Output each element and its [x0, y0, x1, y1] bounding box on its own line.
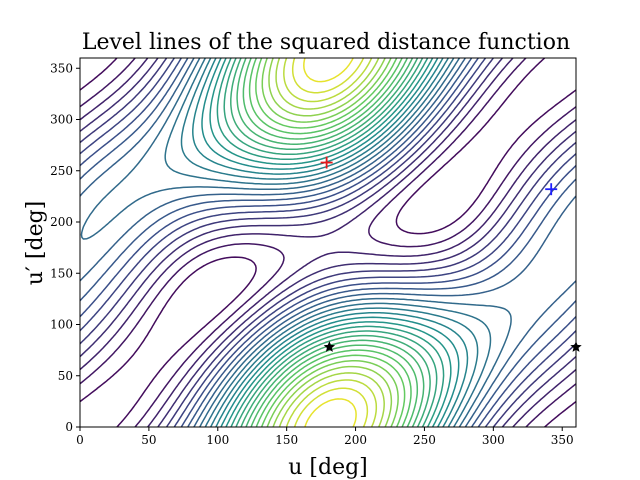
contour-level-line	[248, 58, 412, 427]
contour-level-line	[80, 58, 576, 427]
y-tick-label: 250	[50, 164, 73, 178]
critical-point-markers	[320, 156, 582, 352]
x-tick-label: 150	[275, 433, 298, 447]
contour-level-line	[80, 58, 576, 427]
minimum-plus-marker	[545, 183, 558, 196]
contour-level-line	[230, 58, 431, 427]
y-tick-label: 200	[50, 215, 73, 229]
contour-lines	[80, 58, 576, 427]
contour-level-line	[236, 58, 425, 427]
y-tick-label: 150	[50, 266, 73, 280]
contour-level-line	[164, 58, 492, 427]
x-tick-label: 0	[76, 433, 84, 447]
x-tick-label: 350	[551, 433, 574, 447]
contour-level-line	[242, 58, 419, 427]
y-tick-label: 350	[50, 61, 73, 75]
contour-level-line	[291, 58, 369, 427]
x-tick-label: 50	[141, 433, 156, 447]
contour-level-line	[275, 58, 385, 427]
contour-level-line	[192, 58, 469, 427]
contour-level-line	[180, 58, 479, 427]
contour-level-line	[255, 58, 406, 427]
x-axis-label: u [deg]	[288, 455, 368, 480]
y-axis-label: u′ [deg]	[23, 201, 48, 286]
contour-level-line	[261, 58, 399, 427]
contour-level-line	[223, 58, 438, 427]
contour-level-line	[303, 58, 357, 427]
y-tick-label: 0	[65, 420, 73, 434]
saddle-star-marker	[323, 341, 336, 352]
contour-level-line	[80, 58, 512, 427]
y-axis: 0 50 100 150 200 250 300 350	[50, 61, 80, 434]
contour-level-line	[80, 58, 576, 427]
maximum-plus-marker	[320, 156, 333, 169]
contour-level-line	[80, 58, 576, 427]
chart-title: Level lines of the squared distance func…	[82, 30, 570, 55]
y-tick-label: 50	[58, 369, 73, 383]
x-tick-label: 100	[206, 433, 229, 447]
saddle-star-marker	[570, 341, 582, 352]
contour-level-line	[216, 58, 445, 427]
contour-level-line	[80, 58, 576, 427]
x-tick-label: 200	[344, 433, 367, 447]
x-tick-label: 250	[413, 433, 436, 447]
x-axis: 0 50 100 150 200 250 300 350	[76, 427, 574, 447]
contour-level-line	[209, 58, 452, 427]
x-tick-label: 300	[482, 433, 505, 447]
contour-level-line	[268, 58, 393, 427]
plot-frame	[79, 57, 577, 428]
y-tick-label: 300	[50, 113, 73, 127]
y-tick-label: 100	[50, 318, 73, 332]
contour-level-line	[201, 58, 460, 427]
contour-level-line	[80, 58, 576, 427]
